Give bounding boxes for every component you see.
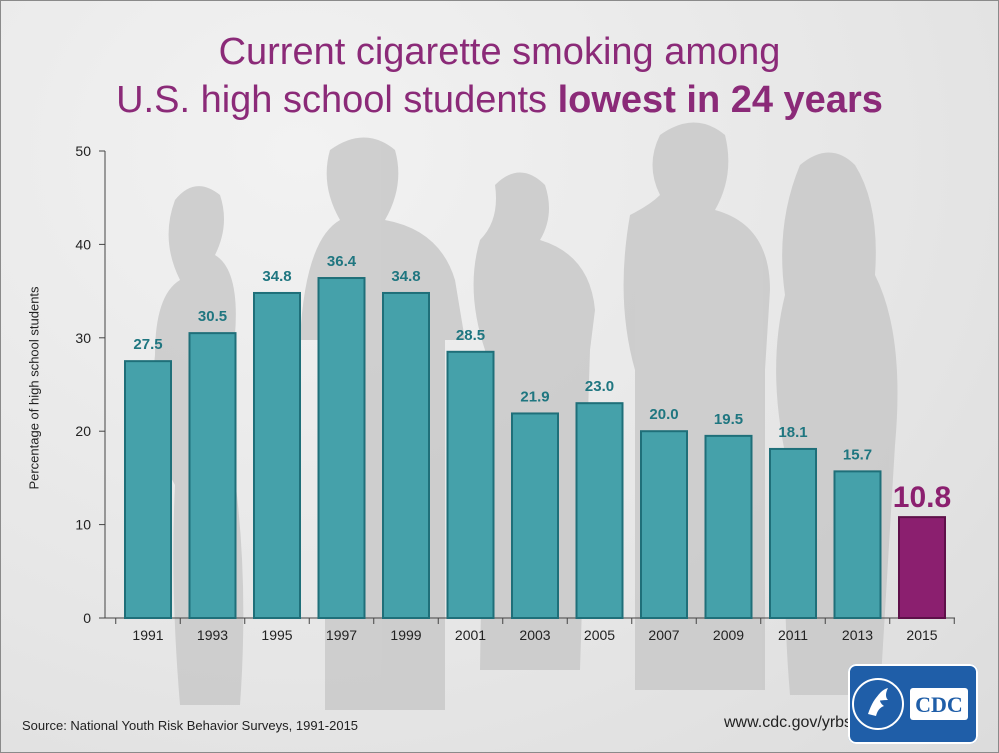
title-line-2: U.S. high school students lowest in 24 y… <box>0 76 999 124</box>
y-tick-label: 20 <box>75 423 91 439</box>
value-label-2003: 21.9 <box>520 388 549 405</box>
value-label-1993: 30.5 <box>198 308 227 325</box>
x-tick-label-2003: 2003 <box>519 627 550 643</box>
y-tick-label: 0 <box>83 610 91 626</box>
bar-2013 <box>833 470 882 619</box>
cdc-logo: CDC <box>848 664 978 744</box>
value-label-2015: 10.8 <box>893 481 951 514</box>
bar-2011 <box>769 447 817 620</box>
y-tick-label: 10 <box>75 517 91 533</box>
value-label-2007: 20.0 <box>649 406 678 423</box>
value-label-1991: 27.5 <box>133 336 162 353</box>
x-tick-label-1993: 1993 <box>197 627 228 643</box>
bar-2001 <box>446 350 495 619</box>
value-label-2009: 19.5 <box>714 411 743 428</box>
value-labels-layer: 27.5 30.5 34.8 36.4 34.8 28.5 21.9 23.0 20.0 19.5… <box>133 253 951 514</box>
bar-2003 <box>511 412 559 620</box>
x-tick-label-2009: 2009 <box>713 627 744 643</box>
title-line-2-bold: lowest in 24 years <box>557 79 883 121</box>
value-label-1999: 34.8 <box>391 268 420 285</box>
y-tick-label: 50 <box>75 143 91 159</box>
bar-1995 <box>253 291 301 619</box>
title-line-2-regular: U.S. high school students <box>116 79 558 121</box>
bar-2007 <box>640 430 688 620</box>
bar-1991 <box>124 360 172 619</box>
y-tick-label: 40 <box>75 236 91 252</box>
cdc-logo-text: CDC <box>915 692 963 717</box>
x-tick-label-2015: 2015 <box>906 627 937 643</box>
x-tick-label-1995: 1995 <box>261 627 292 643</box>
x-tick-label-2013: 2013 <box>842 627 873 643</box>
value-label-2013: 15.7 <box>843 446 872 463</box>
bar-1993 <box>188 332 237 619</box>
title-line-1: Current cigarette smoking among <box>218 31 781 73</box>
value-label-2005: 23.0 <box>585 378 614 395</box>
bar-1997 <box>317 277 366 619</box>
x-tick-label-2001: 2001 <box>455 627 486 643</box>
y-tick-label: 30 <box>75 330 91 346</box>
bar-2009 <box>704 434 753 619</box>
x-tick-label-1991: 1991 <box>132 627 163 643</box>
value-label-2001: 28.5 <box>456 327 485 344</box>
chart-title: Current cigarette smoking among U.S. hig… <box>0 28 999 124</box>
x-tick-labels-layer: 1991 1993 1995 1997 1999 2001 2003 2005 2007 2009… <box>132 627 937 643</box>
value-label-1995: 34.8 <box>262 268 291 285</box>
x-tick-label-2005: 2005 <box>584 627 615 643</box>
bar-1999 <box>382 291 430 619</box>
bars-layer <box>124 277 946 620</box>
x-tick-label-2007: 2007 <box>648 627 679 643</box>
x-tick-label-1997: 1997 <box>326 627 357 643</box>
hhs-eagle-icon: CDC <box>852 678 968 730</box>
x-tick-label-1999: 1999 <box>390 627 421 643</box>
value-label-2011: 18.1 <box>778 424 807 441</box>
x-tick-label-2011: 2011 <box>778 627 808 643</box>
bar-2015 <box>898 516 946 619</box>
value-label-1997: 36.4 <box>327 253 357 270</box>
source-note: Source: National Youth Risk Behavior Sur… <box>22 718 359 733</box>
bar-2005 <box>575 402 624 619</box>
cdc-url-link[interactable]: www.cdc.gov/yrbs <box>724 714 853 731</box>
y-axis-label: Percentage of high school students <box>26 286 42 490</box>
